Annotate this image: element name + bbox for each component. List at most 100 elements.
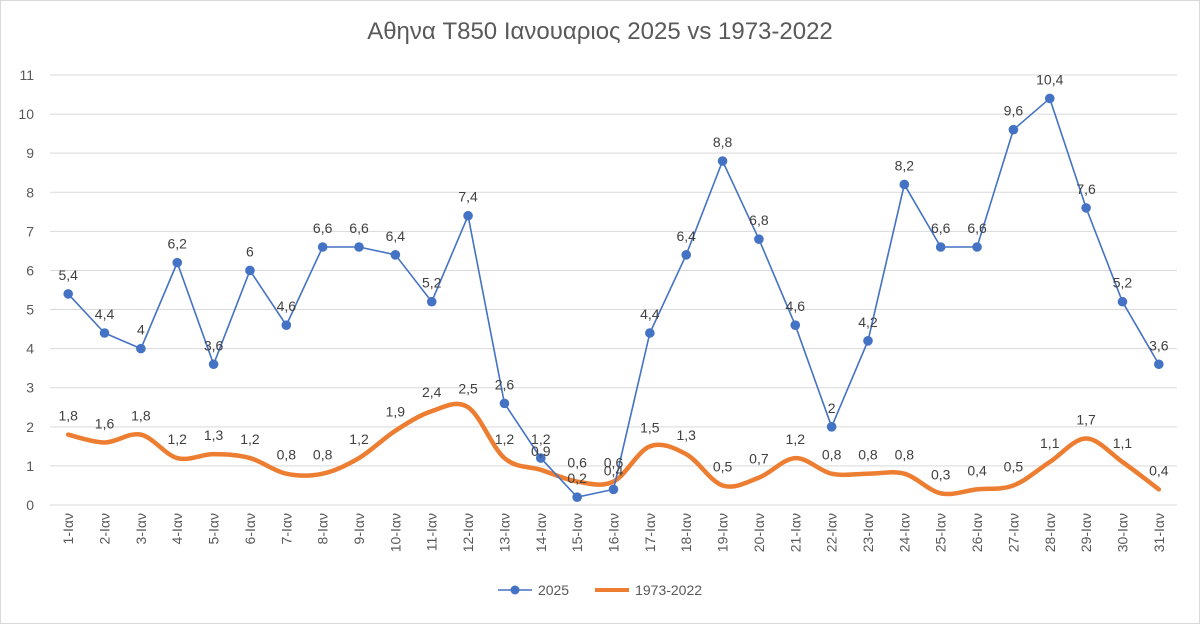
y-tick-label: 11 <box>19 67 34 83</box>
data-point-2025[interactable] <box>63 289 73 299</box>
data-point-2025[interactable] <box>99 328 110 338</box>
x-tick-label: 6-Ιαν <box>242 513 258 544</box>
data-point-2025[interactable] <box>535 453 546 463</box>
data-label-1973-2022: 2,4 <box>422 384 442 400</box>
legend-marker-1973-2022 <box>595 588 630 592</box>
legend-item-1973-2022[interactable]: 1973-2022 <box>595 582 702 598</box>
x-tick-label: 8-Ιαν <box>315 513 331 544</box>
x-tick-label: 1-Ιαν <box>60 513 76 544</box>
data-label-1973-2022: 1,2 <box>495 431 515 447</box>
data-point-2025[interactable] <box>1081 203 1091 213</box>
data-point-2025[interactable] <box>245 265 255 276</box>
data-label-2025: 6,8 <box>749 212 769 228</box>
x-tick-label: 16-Ιαν <box>606 513 622 552</box>
data-point-2025[interactable] <box>208 359 219 370</box>
data-point-2025[interactable] <box>681 250 692 260</box>
data-label-1973-2022: 0,9 <box>531 443 551 459</box>
data-label-2025: 6,2 <box>168 236 188 252</box>
data-label-2025: 6,4 <box>386 228 406 244</box>
data-point-2025[interactable] <box>608 484 619 495</box>
data-label-2025: 4,4 <box>640 306 660 322</box>
data-label-1973-2022: 1,2 <box>168 431 188 447</box>
y-tick-label: 10 <box>18 106 34 122</box>
data-point-2025[interactable] <box>281 320 292 330</box>
x-tick-label: 7-Ιαν <box>278 513 294 544</box>
data-point-2025[interactable] <box>717 156 728 166</box>
data-point-2025[interactable] <box>1044 93 1055 104</box>
data-point-2025[interactable] <box>317 242 328 252</box>
legend-label-1973-2022: 1973-2022 <box>635 582 703 598</box>
data-point-2025[interactable] <box>899 179 910 190</box>
data-labels: 1,8 1,6 1,81,2 1,3 1,20,8 0,81,21,92,4 2,51,20… <box>58 71 1168 486</box>
data-label-2025: 6,6 <box>313 220 333 236</box>
x-tick-label: 23-Ιαν <box>860 513 876 552</box>
series-line-2025 <box>67 97 1160 499</box>
data-label-1973-2022: 0,4 <box>1149 462 1169 478</box>
x-tick-label: 14-Ιαν <box>533 513 549 552</box>
data-label-1973-2022: 1,6 <box>95 415 115 431</box>
data-point-2025[interactable] <box>136 343 146 354</box>
x-tick-label: 12-Ιαν <box>460 513 476 552</box>
data-label-2025: 3,6 <box>1149 337 1169 353</box>
data-label-2025: 9,6 <box>1004 103 1024 119</box>
data-point-2025[interactable] <box>972 242 982 252</box>
data-point-2025[interactable] <box>935 242 946 252</box>
data-label-2025: 7,6 <box>1076 181 1096 197</box>
data-label-2025: 4 <box>137 322 145 338</box>
data-label-2025: 4,6 <box>277 298 297 314</box>
data-label-2025: 7,4 <box>458 189 478 205</box>
data-label-2025: 6 <box>246 243 254 259</box>
data-label-1973-2022: 1,3 <box>676 427 696 443</box>
data-label-1973-2022: 0,5 <box>713 458 733 474</box>
data-point-2025[interactable] <box>645 328 655 338</box>
y-tick-label: 7 <box>26 223 34 239</box>
data-point-2025[interactable] <box>426 296 437 307</box>
data-point-2025[interactable] <box>499 398 510 409</box>
data-point-2025[interactable] <box>826 422 837 432</box>
data-point-2025[interactable] <box>572 492 582 502</box>
x-tick-label: 26-Ιαν <box>969 513 985 552</box>
data-label-2025: 6,6 <box>349 220 369 236</box>
x-tick-label: 9-Ιαν <box>351 513 367 544</box>
x-tick-label: 10-Ιαν <box>387 513 403 552</box>
data-label-1973-2022: 1,1 <box>1113 435 1133 451</box>
y-tick-label: 8 <box>26 184 34 200</box>
gridlines <box>50 74 1177 506</box>
data-label-2025: 5,2 <box>422 275 442 291</box>
legend-marker-2025 <box>497 585 532 595</box>
data-point-2025[interactable] <box>1117 296 1128 307</box>
data-label-2025: 1,2 <box>531 431 551 447</box>
data-label-1973-2022: 0,7 <box>749 451 769 467</box>
data-point-2025[interactable] <box>463 210 473 221</box>
x-tick-label: 4-Ιαν <box>169 513 185 544</box>
x-tick-label: 31-Ιαν <box>1151 513 1167 552</box>
data-point-2025[interactable] <box>1154 359 1164 370</box>
x-tick-label: 30-Ιαν <box>1114 513 1130 552</box>
legend-item-2025[interactable]: 2025 <box>497 582 570 598</box>
data-point-2025[interactable] <box>754 234 764 244</box>
y-axis-ticks: 0 1 2 3 4 5 6 7 8 9 10 11 <box>18 67 34 513</box>
data-point-2025[interactable] <box>863 336 873 346</box>
data-point-2025[interactable] <box>1008 124 1019 135</box>
data-point-2025[interactable] <box>354 242 364 252</box>
x-tick-label: 13-Ιαν <box>496 513 512 552</box>
data-label-2025: 2 <box>828 400 836 416</box>
legend-label-2025: 2025 <box>537 582 570 598</box>
x-tick-label: 29-Ιαν <box>1078 513 1094 552</box>
data-label-2025: 6,6 <box>931 220 951 236</box>
y-tick-label: 1 <box>26 458 34 474</box>
x-tick-label: 18-Ιαν <box>678 513 694 552</box>
data-label-1973-2022: 1,1 <box>1040 435 1060 451</box>
series-line-1973-2022 <box>65 401 1162 497</box>
x-tick-label: 22-Ιαν <box>824 513 840 552</box>
data-label-2025: 4,4 <box>95 306 115 322</box>
data-point-2025[interactable] <box>790 320 801 330</box>
data-point-2025[interactable] <box>390 250 401 260</box>
legend: 2025 1973-2022 <box>0 582 1200 598</box>
data-point-2025[interactable] <box>172 257 183 268</box>
x-tick-label: 25-Ιαν <box>933 513 949 552</box>
x-tick-label: 28-Ιαν <box>1042 513 1058 552</box>
data-label-1973-2022: 1,3 <box>204 427 224 443</box>
